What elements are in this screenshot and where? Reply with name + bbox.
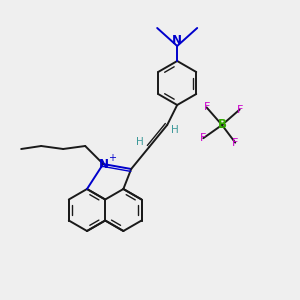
Text: H: H: [136, 137, 144, 147]
Text: B: B: [218, 118, 226, 131]
Text: N: N: [172, 34, 182, 47]
Text: F: F: [203, 102, 210, 112]
Text: F: F: [232, 138, 238, 148]
Text: F: F: [200, 133, 206, 143]
Text: N: N: [99, 158, 109, 170]
Text: +: +: [108, 153, 116, 163]
Text: H: H: [171, 125, 179, 135]
Text: F: F: [236, 105, 243, 115]
